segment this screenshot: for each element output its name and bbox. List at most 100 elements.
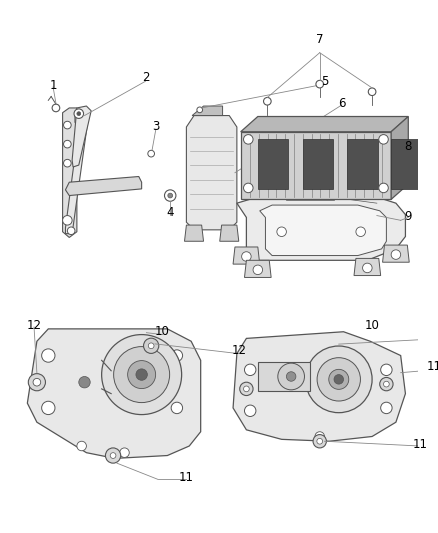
Circle shape bbox=[148, 343, 154, 349]
Circle shape bbox=[102, 335, 182, 415]
Polygon shape bbox=[233, 247, 260, 264]
Text: 11: 11 bbox=[179, 471, 194, 484]
Circle shape bbox=[63, 215, 72, 225]
Text: 2: 2 bbox=[142, 71, 149, 84]
Circle shape bbox=[242, 252, 251, 261]
Circle shape bbox=[240, 382, 253, 395]
Text: 7: 7 bbox=[316, 33, 324, 46]
Polygon shape bbox=[240, 132, 391, 199]
Polygon shape bbox=[184, 225, 204, 241]
Bar bbox=[303, 139, 333, 189]
Text: 5: 5 bbox=[321, 75, 328, 88]
Polygon shape bbox=[240, 117, 408, 132]
Text: 12: 12 bbox=[231, 344, 246, 357]
Circle shape bbox=[380, 377, 393, 391]
Circle shape bbox=[120, 448, 129, 457]
Polygon shape bbox=[354, 259, 381, 276]
Circle shape bbox=[384, 381, 389, 387]
Circle shape bbox=[264, 98, 271, 105]
Circle shape bbox=[316, 80, 324, 88]
Circle shape bbox=[64, 159, 71, 167]
Polygon shape bbox=[220, 225, 239, 241]
Circle shape bbox=[52, 104, 60, 112]
Circle shape bbox=[168, 193, 173, 198]
Circle shape bbox=[253, 265, 263, 274]
Circle shape bbox=[278, 363, 304, 390]
Circle shape bbox=[77, 112, 81, 116]
Circle shape bbox=[171, 402, 183, 414]
Polygon shape bbox=[244, 260, 271, 278]
Text: 1: 1 bbox=[49, 78, 57, 92]
Bar bbox=[258, 362, 310, 391]
Circle shape bbox=[379, 135, 389, 144]
Text: 9: 9 bbox=[405, 210, 412, 223]
Circle shape bbox=[381, 364, 392, 376]
Circle shape bbox=[113, 346, 170, 402]
Circle shape bbox=[42, 401, 55, 415]
Text: 11: 11 bbox=[412, 438, 427, 450]
Polygon shape bbox=[65, 112, 88, 233]
Circle shape bbox=[363, 263, 372, 273]
Circle shape bbox=[305, 346, 372, 413]
Bar bbox=[258, 139, 288, 189]
Circle shape bbox=[77, 441, 86, 451]
Text: 6: 6 bbox=[338, 96, 346, 110]
Circle shape bbox=[42, 349, 55, 362]
Circle shape bbox=[391, 250, 401, 260]
Polygon shape bbox=[72, 106, 91, 167]
Polygon shape bbox=[382, 245, 409, 262]
Circle shape bbox=[127, 361, 155, 389]
Circle shape bbox=[136, 369, 147, 381]
Circle shape bbox=[244, 183, 253, 193]
Circle shape bbox=[313, 434, 326, 448]
Polygon shape bbox=[187, 116, 237, 230]
Circle shape bbox=[244, 386, 249, 392]
Circle shape bbox=[381, 402, 392, 414]
Circle shape bbox=[317, 439, 322, 444]
Circle shape bbox=[67, 227, 75, 235]
Circle shape bbox=[329, 369, 349, 389]
Circle shape bbox=[165, 190, 176, 201]
Circle shape bbox=[106, 448, 121, 463]
Circle shape bbox=[64, 122, 71, 129]
Circle shape bbox=[28, 374, 46, 391]
Circle shape bbox=[315, 432, 325, 441]
Text: 8: 8 bbox=[405, 140, 412, 152]
Circle shape bbox=[317, 358, 360, 401]
Circle shape bbox=[110, 453, 116, 458]
Circle shape bbox=[368, 88, 376, 95]
Ellipse shape bbox=[67, 365, 102, 400]
Polygon shape bbox=[65, 176, 141, 196]
Circle shape bbox=[64, 140, 71, 148]
Circle shape bbox=[286, 372, 296, 381]
Circle shape bbox=[244, 405, 256, 416]
Polygon shape bbox=[260, 205, 386, 255]
Circle shape bbox=[334, 375, 343, 384]
Ellipse shape bbox=[58, 356, 111, 409]
Circle shape bbox=[356, 227, 365, 237]
Polygon shape bbox=[233, 332, 406, 441]
Circle shape bbox=[244, 135, 253, 144]
Circle shape bbox=[74, 109, 84, 118]
Bar bbox=[391, 139, 422, 189]
Circle shape bbox=[171, 350, 183, 361]
Text: 3: 3 bbox=[152, 120, 159, 133]
Text: 4: 4 bbox=[166, 206, 174, 219]
Polygon shape bbox=[192, 106, 223, 116]
Text: 10: 10 bbox=[155, 325, 170, 338]
Circle shape bbox=[79, 376, 90, 388]
Polygon shape bbox=[27, 329, 201, 458]
Polygon shape bbox=[391, 117, 408, 199]
Circle shape bbox=[148, 150, 155, 157]
Circle shape bbox=[277, 227, 286, 237]
Circle shape bbox=[244, 364, 256, 376]
Polygon shape bbox=[237, 196, 406, 260]
Circle shape bbox=[144, 338, 159, 353]
Polygon shape bbox=[63, 108, 77, 238]
Text: 10: 10 bbox=[365, 319, 380, 332]
Text: 12: 12 bbox=[27, 319, 42, 332]
Circle shape bbox=[33, 378, 41, 386]
Circle shape bbox=[197, 107, 203, 112]
Text: 11: 11 bbox=[427, 360, 438, 374]
Circle shape bbox=[379, 183, 389, 193]
